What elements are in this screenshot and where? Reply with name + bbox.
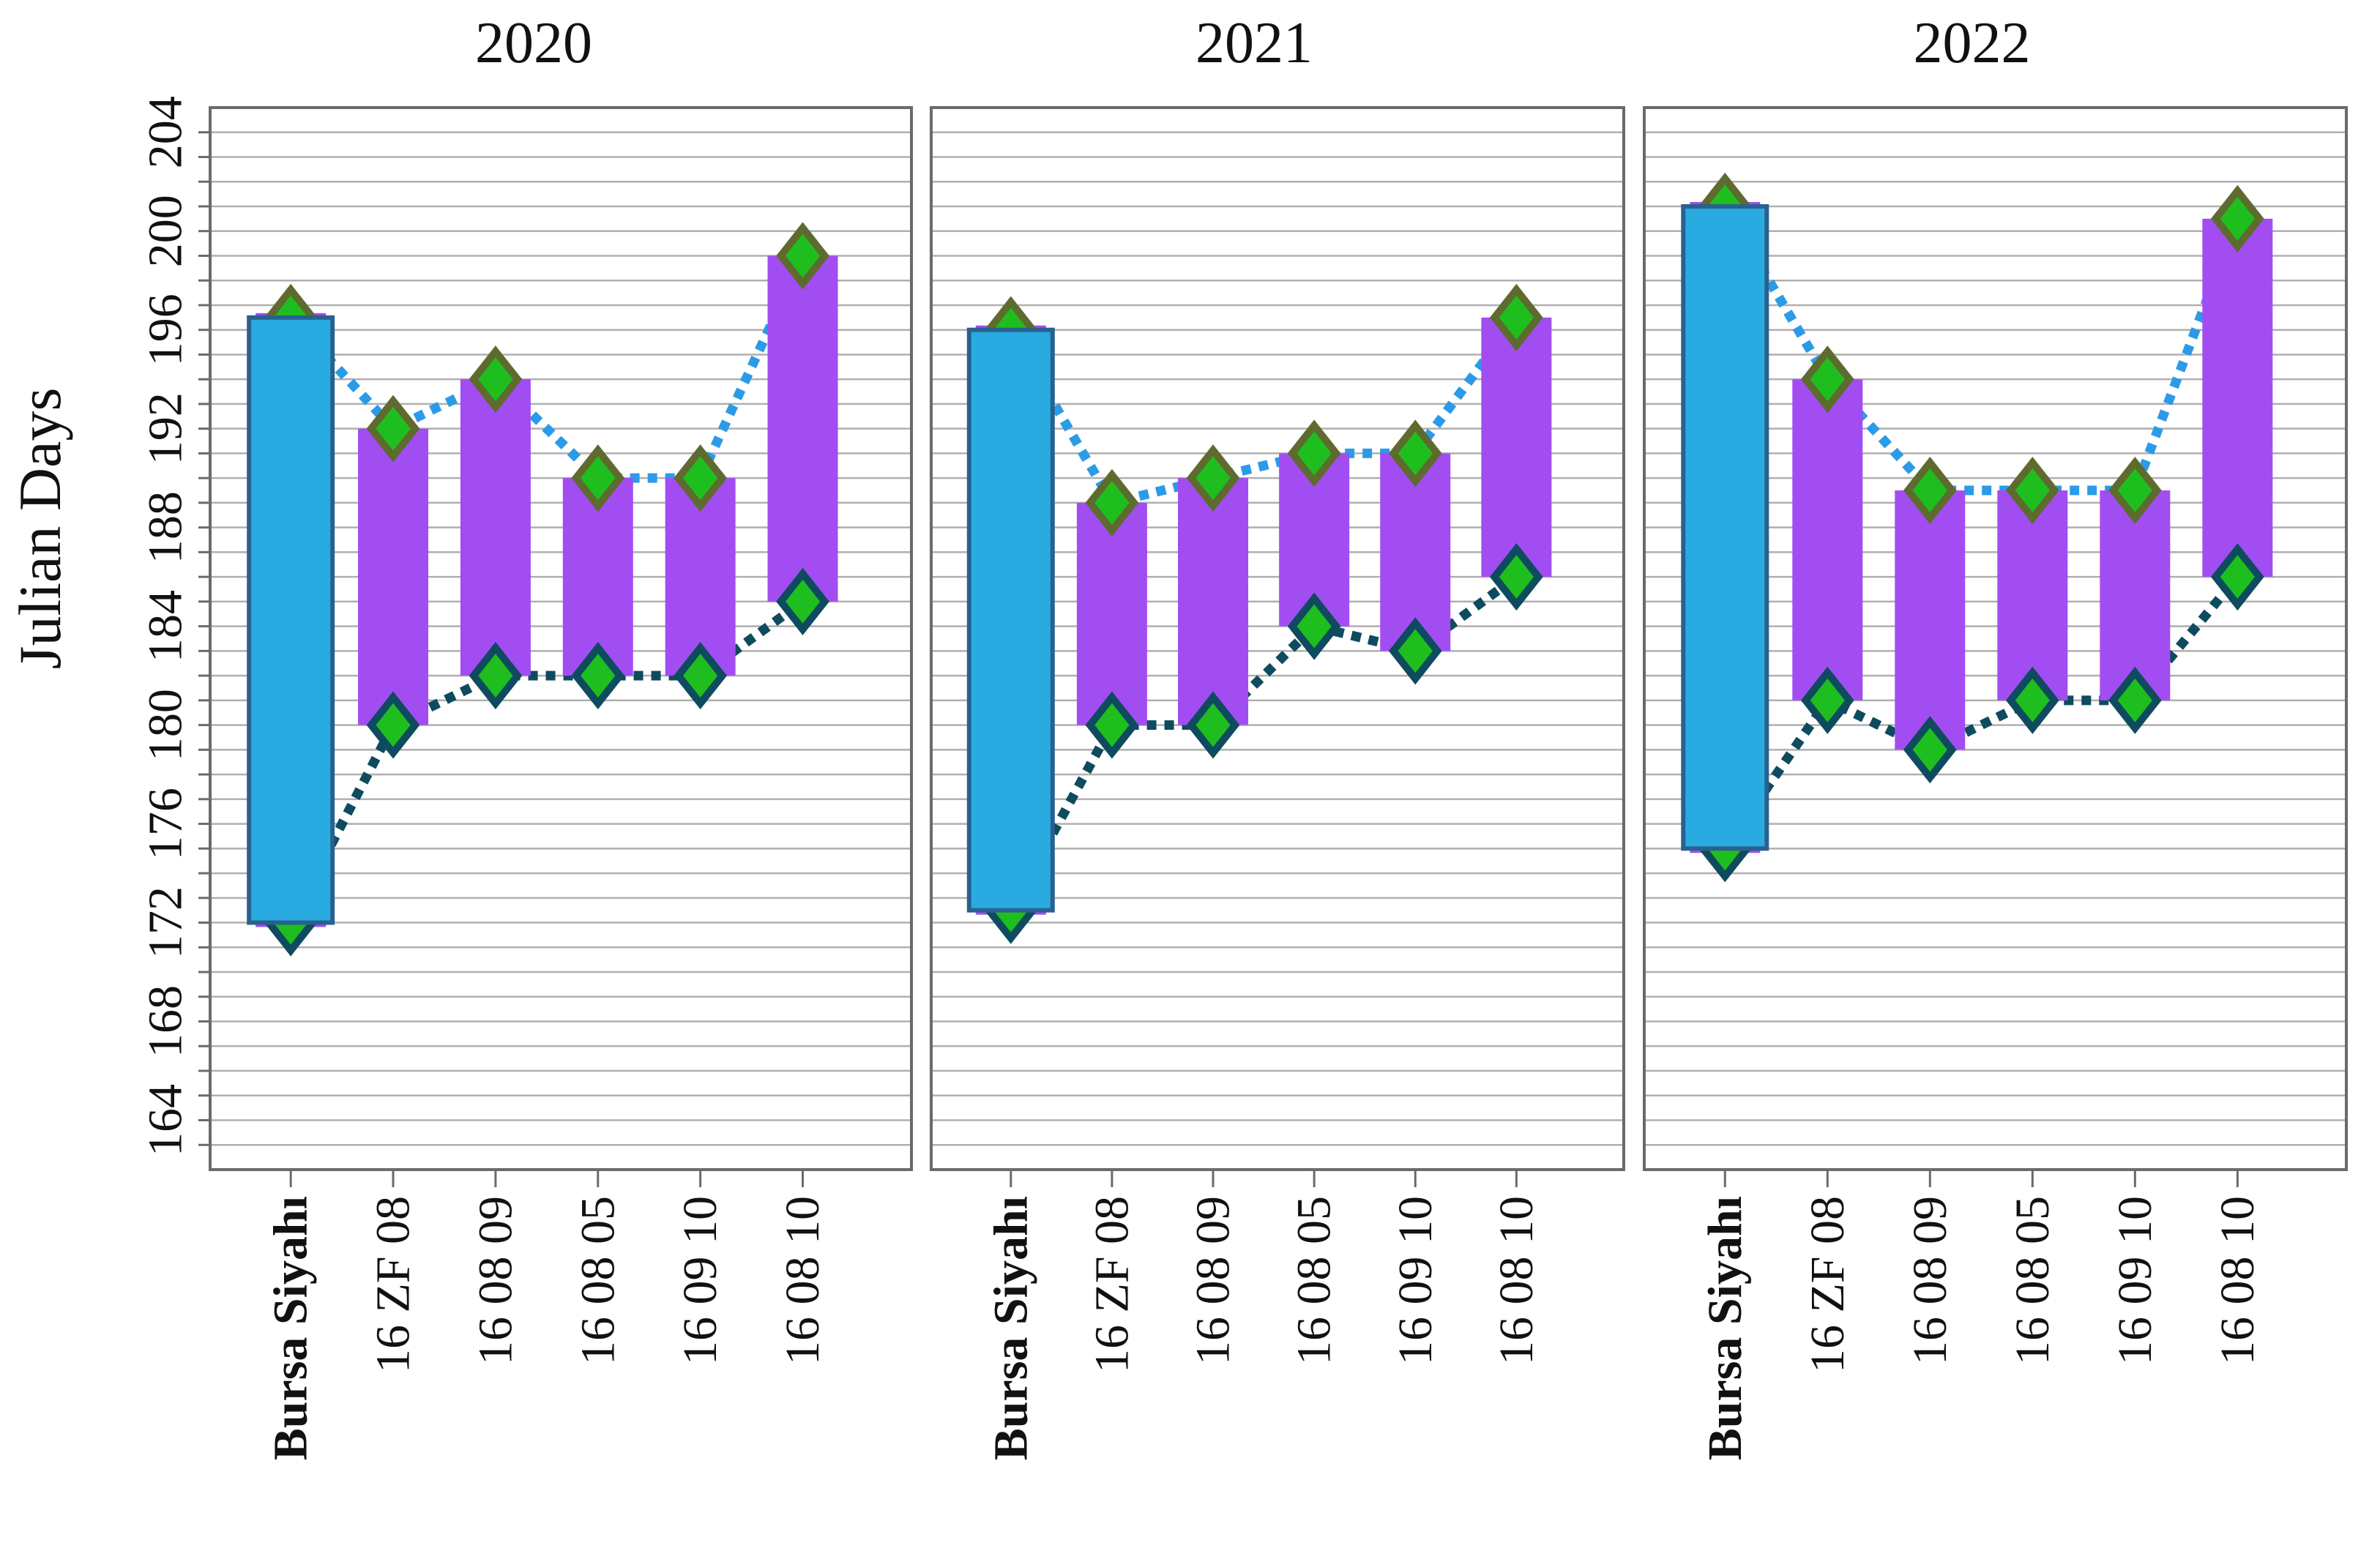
panel-title-2022: 2022	[1913, 11, 2031, 75]
diamond-marker	[1489, 283, 1543, 351]
max-dotted-line	[287, 253, 807, 483]
y-tick-label: 176	[139, 788, 193, 860]
diamond-marker	[776, 222, 829, 290]
x-category-label: 16 08 09	[1187, 1196, 1240, 1365]
x-category-label: 16 08 10	[2211, 1196, 2264, 1365]
panel-title-2020: 2020	[475, 11, 592, 75]
x-category-label: 16 ZF 08	[367, 1196, 420, 1373]
x-category-label: 16 08 05	[571, 1196, 624, 1365]
min-dotted-line	[286, 597, 806, 925]
panel-title-2021: 2021	[1195, 11, 1313, 75]
diamond-marker	[2005, 666, 2059, 734]
x-category-label: Bursa Siyahı	[984, 1196, 1037, 1460]
range-bar	[460, 379, 531, 676]
y-tick-label: 200	[139, 195, 193, 267]
min-dotted-line	[1007, 572, 1520, 913]
diamond-marker	[1903, 716, 1957, 784]
diamond-marker	[1085, 691, 1139, 759]
x-category-label: 16 09 10	[2108, 1196, 2162, 1365]
diamond-marker	[2108, 666, 2162, 734]
range-bar	[2202, 218, 2273, 577]
x-category-label: 16 ZF 08	[1801, 1196, 1854, 1373]
diamond-marker	[2210, 543, 2264, 611]
diamond-marker	[571, 642, 625, 710]
range-bar	[358, 428, 429, 725]
range-bar	[1997, 490, 2068, 700]
x-category-label: 16 ZF 08	[1085, 1196, 1138, 1373]
panel-border	[930, 106, 1625, 1171]
diamond-marker	[1800, 666, 1854, 734]
diamond-marker	[2005, 456, 2059, 525]
control-bar	[1681, 203, 1769, 851]
y-tick-label: 192	[139, 392, 193, 465]
x-category-label: 16 09 10	[674, 1196, 727, 1365]
x-category-label: 16 08 10	[776, 1196, 829, 1365]
y-axis-title: Julian Days	[7, 387, 73, 670]
diamond-marker	[469, 642, 523, 710]
x-category-label: 16 08 05	[2006, 1196, 2059, 1365]
y-tick-label: 188	[139, 491, 193, 564]
panel-border	[209, 106, 913, 1171]
diamond-marker	[2210, 184, 2264, 253]
x-category-label: 16 09 10	[1389, 1196, 1442, 1365]
y-tick-label: 164	[139, 1084, 193, 1156]
y-tick-label: 204	[139, 96, 193, 168]
range-bar	[767, 255, 838, 602]
range-bar	[1076, 502, 1147, 725]
range-bar	[1178, 478, 1249, 725]
diamond-marker	[1287, 419, 1341, 487]
diamond-marker	[1388, 617, 1442, 685]
max-dotted-line	[1007, 314, 1521, 509]
range-bar	[2100, 490, 2171, 700]
x-category-label: 16 08 09	[469, 1196, 522, 1365]
y-tick-label: 172	[139, 886, 193, 959]
diamond-marker	[1800, 345, 1854, 414]
range-bar	[1895, 490, 1966, 750]
x-category-label: 16 08 05	[1288, 1196, 1341, 1365]
x-category-label: 16 08 10	[1490, 1196, 1543, 1365]
diamond-marker	[1085, 468, 1139, 537]
max-dotted-line	[1720, 203, 2242, 496]
range-bar	[1792, 379, 1863, 700]
y-tick-label: 168	[139, 985, 193, 1058]
diamond-marker	[1287, 592, 1341, 660]
control-bar	[966, 327, 1055, 913]
diamond-marker	[1388, 419, 1442, 487]
diamond-marker	[1186, 691, 1240, 759]
panel-border	[1643, 106, 2348, 1171]
diamond-marker	[674, 642, 728, 710]
diamond-marker	[469, 345, 523, 414]
diamond-marker	[571, 444, 625, 512]
diamond-marker	[2108, 456, 2162, 525]
diamond-marker	[674, 444, 728, 512]
x-category-label: Bursa Siyahı	[1698, 1196, 1752, 1460]
diamond-marker	[1186, 444, 1240, 512]
y-tick-label: 184	[139, 590, 193, 662]
x-category-label: Bursa Siyahı	[264, 1196, 318, 1460]
control-bar	[247, 315, 335, 925]
diamond-marker	[776, 567, 829, 635]
y-tick-label: 180	[139, 689, 193, 761]
diamond-marker	[366, 395, 420, 463]
y-tick-label: 196	[139, 294, 193, 366]
diamond-marker	[1489, 543, 1543, 611]
x-category-label: 16 08 09	[1903, 1196, 1957, 1365]
diamond-marker	[1903, 456, 1957, 525]
range-bar	[1481, 317, 1552, 577]
diamond-marker	[366, 691, 420, 759]
